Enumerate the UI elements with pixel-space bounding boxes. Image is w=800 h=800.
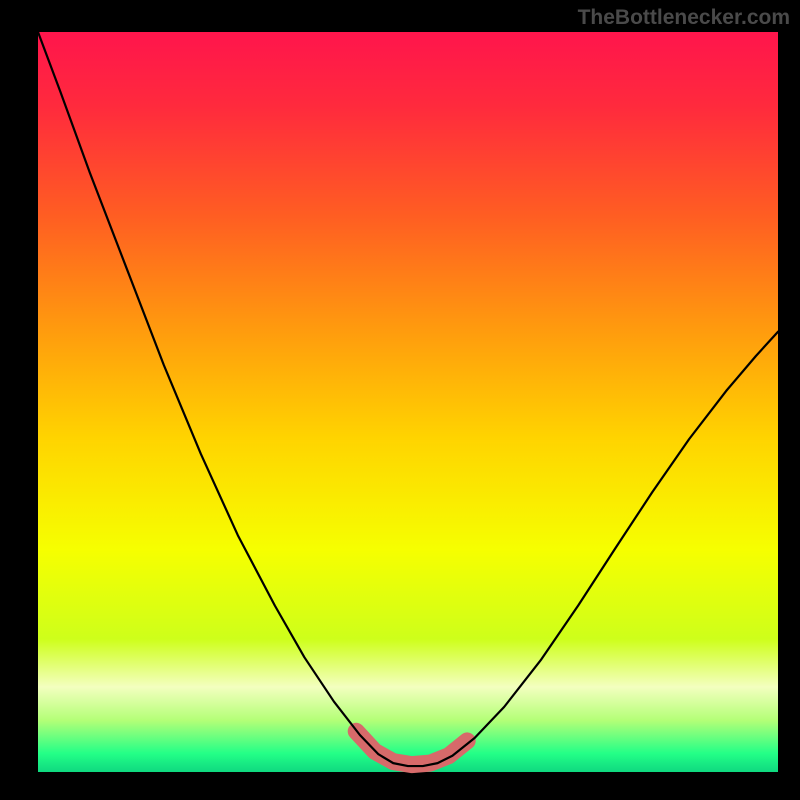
plot-background [38,32,778,772]
chart-container: { "watermark": { "text": "TheBottlenecke… [0,0,800,800]
watermark-text: TheBottlenecker.com [578,6,790,30]
bottleneck-chart [0,0,800,800]
